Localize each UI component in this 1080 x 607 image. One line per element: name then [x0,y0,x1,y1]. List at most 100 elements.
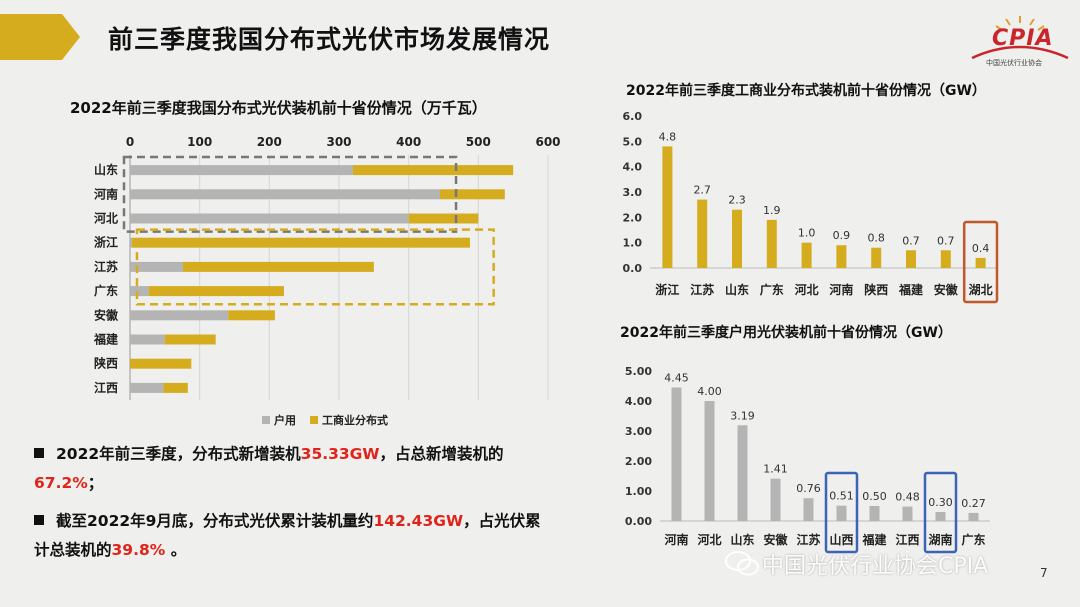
data-label: 0.4 [972,242,990,255]
wechat-icon [725,551,759,576]
data-label: 0.48 [895,491,920,504]
x-tick-label: 福建 [898,282,924,297]
bullet-1-share: 67.2% [34,474,88,492]
chart1-title: 2022年前三季度我国分布式光伏装机前十省份情况（万千瓦） [70,99,487,117]
bar-commercial [440,189,505,200]
legend-label: 工商业分布式 [322,413,388,427]
bar-commercial [352,165,514,176]
y-tick-label: 河南 [93,186,118,201]
data-label: 2.3 [728,194,746,207]
chart3-bar: 0.00 1.00 2.00 3.00 4.00 5.00 4.45 河南 4.00 河北 3.19… [625,365,990,554]
y-tick-label: 2.00 [625,455,652,468]
data-label: 0.27 [961,497,986,510]
chart3-title: 2022年前三季度户用光伏装机前十省份情况（GW） [620,325,952,341]
y-tick-label: 江苏 [94,259,118,274]
bar-residential [130,286,149,297]
bar-residential [130,334,165,345]
bar [940,250,951,268]
page-number: 7 [1040,566,1048,580]
bar-commercial [132,237,470,248]
bar [662,146,673,268]
bar [697,199,708,268]
legend-label: 户用 [274,413,296,427]
data-label: 4.8 [659,130,677,143]
x-tick-label: 山东 [730,532,754,547]
highlight-box-yellow [135,228,495,306]
data-label: 0.51 [829,490,854,503]
x-tick-label: 安徽 [763,532,788,547]
bar [671,387,682,521]
bullet-1-value: 35.33GW [300,445,380,463]
y-tick-label: 4.0 [623,161,643,174]
bar-residential [130,237,133,248]
data-label: 2.7 [693,184,711,197]
data-label: 0.76 [796,482,821,495]
bar-residential [130,165,353,176]
bar-residential [130,310,229,321]
highlight-box [923,471,958,554]
data-label: 3.19 [730,409,755,422]
y-tick-label: 0.00 [625,515,652,528]
data-label: 0.9 [833,229,851,242]
x-tick-label: 500 [466,135,491,149]
bar [836,505,847,521]
bar [737,425,748,521]
bullet-square [34,514,44,525]
logo-subtitle: 中国光伏行业协会 [986,59,1042,67]
data-label: 1.0 [798,227,816,240]
logo-text: CPIA [992,26,1054,51]
bar [871,247,882,268]
x-tick-label: 河南 [828,282,853,297]
bar-commercial [182,261,374,272]
bar [906,250,916,268]
y-tick-label: 3.0 [623,186,643,199]
cpia-logo [971,16,1069,60]
bullet-2-text2: ，占光伏累计总装机的 [34,512,541,559]
y-tick-label: 1.0 [623,237,643,250]
bullet-1-end: ； [87,474,104,492]
y-tick-label: 0.0 [623,262,643,275]
data-label: 0.50 [862,490,887,503]
bullet-2-text: 截至2022年9月底，分布式光伏累计装机量约 [56,512,374,530]
chart2-bar: 0.0 1.0 2.0 3.0 4.0 5.0 6.0 4.8 浙江 2.7 江苏 2.3 山东 1.9 广… [623,110,999,304]
data-label: 0.7 [902,234,920,247]
bullet-2: 截至2022年9月底，分布式光伏累计装机量约142.43GW，占光伏累计总装机的… [34,507,554,565]
bar-commercial [164,334,216,345]
x-tick-label: 河北 [696,532,721,547]
bar-commercial [130,358,192,369]
y-tick-label: 河北 [93,211,118,226]
x-tick-label: 0 [126,135,134,149]
x-tick-label: 安徽 [934,282,959,297]
bar [704,401,715,521]
title-accent-bar [0,14,80,60]
y-tick-label: 浙江 [94,235,118,250]
bullet-1: 2022年前三季度，分布式新增装机35.33GW，占总新增装机的 67.2%； [34,440,554,498]
bar-residential [130,213,409,224]
x-tick-label: 福建 [861,532,887,547]
y-tick-label: 5.00 [625,365,652,378]
bar-residential [130,382,164,393]
bar [975,257,986,268]
bar [766,219,777,268]
highlight-box [962,220,999,304]
legend-swatch [262,416,270,424]
y-tick-label: 江西 [94,380,118,395]
x-tick-label: 山东 [725,282,749,297]
x-tick-label: 广东 [760,282,784,297]
bullet-square [34,447,44,458]
data-label: 0.8 [867,232,885,245]
y-tick-label: 5.0 [623,135,643,148]
y-tick-label: 1.00 [625,485,652,498]
page-title: 前三季度我国分布式光伏市场发展情况 [108,25,551,54]
bar-commercial [163,382,188,393]
x-tick-label: 河北 [794,282,819,297]
x-tick-label: 100 [187,135,212,149]
bar-residential [130,261,183,272]
y-tick-label: 山东 [94,162,118,177]
chart2-title: 2022年前三季度工商业分布式装机前十省份情况（GW） [626,83,986,99]
y-tick-label: 3.00 [625,425,652,438]
bar [801,242,812,268]
bar-commercial [228,310,275,321]
bar [770,478,781,521]
legend-swatch [310,416,318,424]
